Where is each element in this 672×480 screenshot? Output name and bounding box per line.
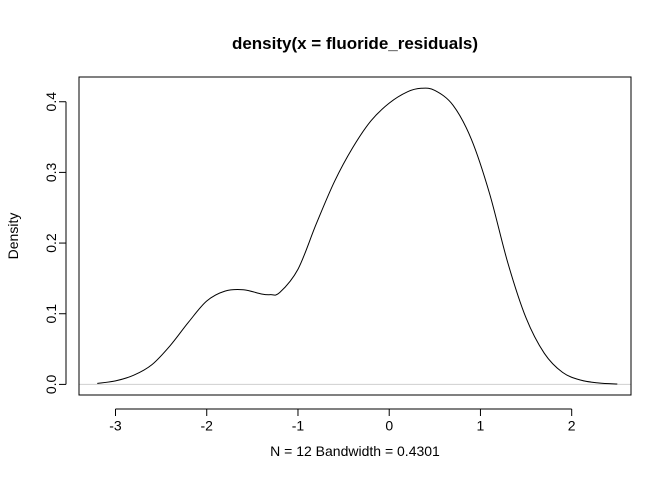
y-axis: 0.0 0.1 0.2 0.3 0.4 <box>43 92 67 394</box>
y-tick-label: 0.1 <box>43 304 59 324</box>
x-tick-label: 2 <box>568 417 576 433</box>
x-axis: -3 -2 -1 0 1 2 <box>109 408 576 433</box>
y-tick-label: 0.2 <box>43 233 59 253</box>
y-tick-label: 0.0 <box>43 374 59 394</box>
x-tick-label: -2 <box>201 417 214 433</box>
plot-frame <box>78 76 632 396</box>
density-curve <box>97 87 618 385</box>
x-tick-label: -1 <box>292 417 305 433</box>
x-axis-label: N = 12 Bandwidth = 0.4301 <box>270 443 440 459</box>
y-axis-label: Density <box>5 213 21 260</box>
series-layer <box>97 87 618 385</box>
x-tick-label: 1 <box>477 417 485 433</box>
x-tick-label: 0 <box>385 417 393 433</box>
chart-title: density(x = fluoride_residuals) <box>232 34 478 53</box>
x-tick-label: -3 <box>109 417 122 433</box>
y-tick-label: 0.4 <box>43 92 59 112</box>
y-tick-label: 0.3 <box>43 162 59 182</box>
